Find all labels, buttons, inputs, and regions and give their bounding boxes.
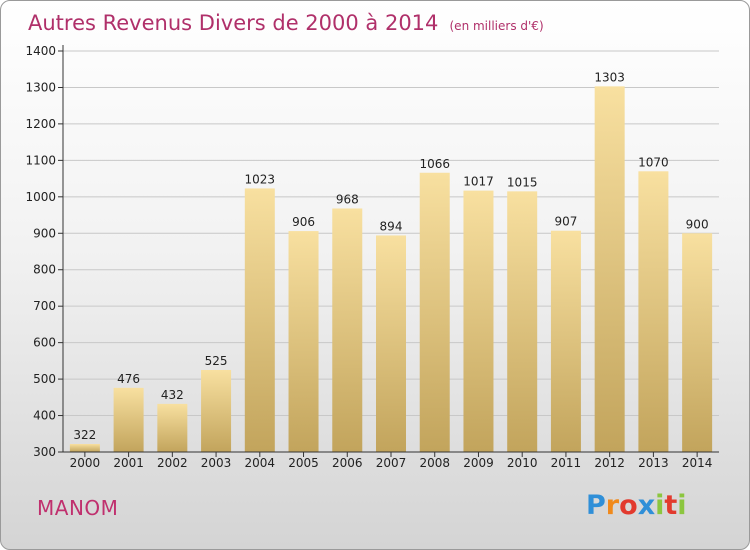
data-label: 1015 xyxy=(507,175,538,189)
bar xyxy=(244,188,275,452)
x-tick-label: 2001 xyxy=(113,456,144,470)
x-tick-label: 2010 xyxy=(507,456,538,470)
chart-title-unit: (en milliers d'€) xyxy=(449,19,544,33)
bar xyxy=(332,208,363,452)
logo-letter: o xyxy=(619,490,638,521)
data-label: 907 xyxy=(554,215,577,229)
y-tick-label: 800 xyxy=(33,263,56,277)
commune-name: MANOM xyxy=(37,496,119,520)
logo-letter: x xyxy=(637,490,656,521)
x-tick-label: 2002 xyxy=(157,456,188,470)
logo-letter: P xyxy=(586,490,606,521)
data-label: 906 xyxy=(292,215,315,229)
x-tick-label: 2012 xyxy=(594,456,625,470)
data-label: 1070 xyxy=(638,155,669,169)
x-tick-label: 2000 xyxy=(70,456,101,470)
y-tick-label: 1000 xyxy=(25,190,56,204)
data-label: 1023 xyxy=(245,172,276,186)
logo-letter: i xyxy=(677,490,687,521)
data-label: 900 xyxy=(686,217,709,231)
data-label: 1017 xyxy=(463,175,494,189)
x-tick-label: 2004 xyxy=(245,456,276,470)
y-tick-label: 300 xyxy=(33,445,56,459)
logo-letter: i xyxy=(655,490,665,521)
bar xyxy=(419,172,450,452)
y-tick-label: 1300 xyxy=(25,80,56,94)
logo-letter: r xyxy=(605,490,620,521)
bar xyxy=(463,190,494,452)
labels: 300 400 500 600 700 800 900 1000 1100 1200 1300 140… xyxy=(25,44,712,470)
x-tick-label: 2014 xyxy=(682,456,713,470)
y-tick-label: 600 xyxy=(33,336,56,350)
axes xyxy=(58,45,719,457)
data-label: 894 xyxy=(380,219,403,233)
data-label: 968 xyxy=(336,192,359,206)
bar xyxy=(594,86,625,453)
bar xyxy=(288,231,319,452)
y-tick-label: 1400 xyxy=(25,44,56,58)
x-tick-label: 2007 xyxy=(376,456,407,470)
bar xyxy=(69,443,100,452)
x-tick-label: 2005 xyxy=(288,456,319,470)
data-label: 1066 xyxy=(419,157,450,171)
chart-title-text: Autres Revenus Divers de 2000 à 2014 xyxy=(28,11,439,35)
proxiti-logo: Proxiti xyxy=(586,490,687,521)
bar xyxy=(507,191,538,452)
y-tick-label: 500 xyxy=(33,372,56,386)
bar xyxy=(113,387,144,452)
data-label: 525 xyxy=(205,354,228,368)
bar xyxy=(201,369,232,452)
logo-letter: t xyxy=(664,490,678,521)
bar xyxy=(638,171,669,453)
chart-title: Autres Revenus Divers de 2000 à 2014 (en… xyxy=(28,11,544,35)
data-label: 322 xyxy=(73,428,96,442)
x-tick-label: 2013 xyxy=(638,456,669,470)
y-tick-label: 1100 xyxy=(25,153,56,167)
x-tick-label: 2006 xyxy=(332,456,363,470)
y-tick-label: 400 xyxy=(33,409,56,423)
data-label: 476 xyxy=(117,372,140,386)
bar xyxy=(376,235,406,452)
y-tick-label: 900 xyxy=(33,226,56,240)
y-tick-label: 700 xyxy=(33,299,56,313)
y-tick-label: 1200 xyxy=(25,117,56,131)
data-label: 432 xyxy=(161,388,184,402)
bar xyxy=(682,233,713,452)
bars xyxy=(69,86,713,453)
x-tick-label: 2008 xyxy=(419,456,450,470)
bar xyxy=(157,403,188,452)
x-tick-label: 2009 xyxy=(463,456,494,470)
data-label: 1303 xyxy=(594,70,625,84)
x-tick-label: 2003 xyxy=(201,456,232,470)
x-tick-label: 2011 xyxy=(551,456,582,470)
bar xyxy=(550,230,581,452)
